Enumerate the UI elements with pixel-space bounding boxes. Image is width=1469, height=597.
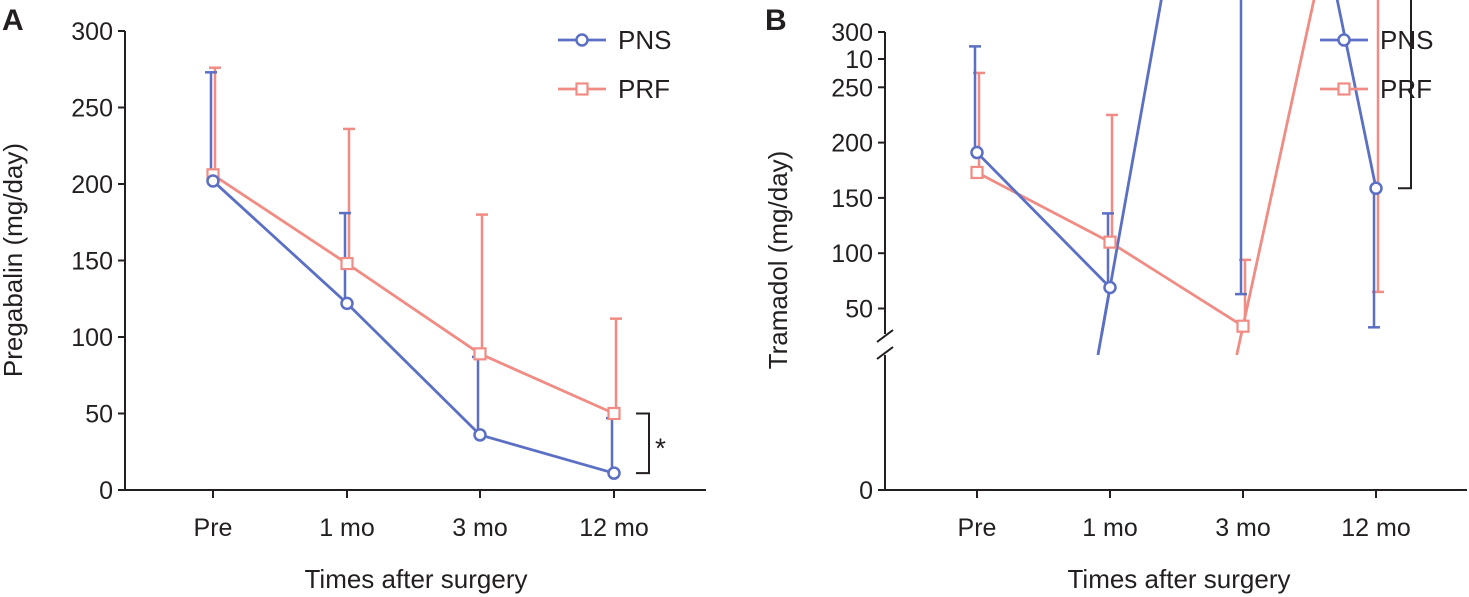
pb-legend-label-prf: PRF [1380, 74, 1432, 104]
pa-series-line-prf [479, 352, 615, 415]
pa-legend-label-prf: PRF [618, 74, 670, 104]
pa-x-tick-label: 12 mo [579, 514, 648, 542]
pa-significance-bracket [636, 412, 650, 475]
pb-significance-bracket [1398, 0, 1412, 190]
pb-x-tick-label: Pre [958, 514, 997, 542]
pa-series-line-prf [212, 173, 348, 265]
pa-point-pns [607, 466, 621, 480]
pa-legend-marker-prf [575, 82, 589, 96]
pa-point-prf [340, 256, 354, 271]
pb-y-tick-label: 100 [831, 240, 873, 268]
pb-y-tick-label: 150 [831, 185, 873, 213]
panel-b-y-axis-title: Tramadol (mg/day) [763, 151, 793, 370]
panel-a-x-axis-title: Times after surgery [305, 564, 528, 594]
pb-y-tick-label: 300 [831, 19, 873, 47]
pa-x-tick-label: Pre [194, 514, 233, 542]
panel-a-y-axis-title: Pregabalin (mg/day) [0, 143, 28, 377]
pb-y-tick-label: 200 [831, 130, 873, 158]
pb-y-tick-label: 50 [845, 296, 873, 324]
pa-y-tick-label: 50 [85, 401, 113, 429]
panel-a-plot: 0 50 100 150 200 250 300 Pre 1 mo 3 mo 12 mo PNS PRF… [71, 18, 706, 542]
pa-point-prf [473, 347, 487, 361]
pa-series-line-pns [346, 302, 481, 436]
pa-point-pns [473, 428, 487, 442]
pb-point-pns [1103, 280, 1117, 295]
pb-y-tick-label: 0 [859, 477, 873, 505]
pb-legend-marker-prf [1337, 82, 1351, 96]
panel-a-label: A [2, 4, 24, 37]
pa-series-line-pns [212, 179, 348, 305]
pa-x-tick-label: 3 mo [452, 514, 508, 542]
pb-axis-break-mark [876, 346, 894, 360]
pa-y-tick-label: 300 [71, 18, 113, 46]
pa-legend-label-pns: PNS [618, 25, 671, 55]
pa-y-tick-label: 100 [71, 324, 113, 352]
pb-y-tick-label: 250 [831, 74, 873, 102]
pa-series-line-pns [479, 433, 615, 475]
pa-legend-marker-pns [575, 33, 589, 47]
pb-legend-marker-pns [1337, 33, 1351, 47]
pb-series-line-pns [976, 151, 1111, 289]
pb-series-line-prf [976, 171, 1111, 244]
pb-x-tick-label: 1 mo [1082, 514, 1138, 542]
pb-point-pns [1369, 181, 1383, 196]
pb-series-line-prf [1109, 240, 1244, 328]
pb-series-line-prf [1235, 0, 1316, 356]
panel-b-label: B [765, 4, 787, 37]
pb-series-line-pns [1335, 0, 1378, 189]
pb-point-pns [970, 145, 984, 160]
panel-b-x-axis-title: Times after surgery [1068, 564, 1291, 594]
pa-y-tick-label: 0 [99, 477, 113, 505]
pa-point-pns [206, 174, 220, 188]
pa-y-tick-label: 200 [71, 171, 113, 199]
pa-significance-label: * [655, 432, 666, 463]
pa-point-prf [607, 406, 621, 421]
pa-y-tick-label: 150 [71, 248, 113, 276]
pb-y-tick-label: 10 [845, 46, 873, 74]
pa-series-line-prf [346, 262, 481, 355]
pb-x-tick-label: 12 mo [1341, 514, 1410, 542]
pb-point-prf [1236, 319, 1250, 333]
pa-x-tick-label: 1 mo [319, 514, 375, 542]
pa-point-pns [340, 296, 354, 311]
pa-y-tick-label: 250 [71, 95, 113, 123]
pb-series-line-pns [1096, 0, 1163, 356]
pb-axis-break-mark [876, 329, 894, 343]
pb-legend-label-pns: PNS [1380, 25, 1433, 55]
pb-x-tick-label: 3 mo [1215, 514, 1271, 542]
pb-point-prf [1103, 235, 1117, 249]
pb-point-prf [970, 165, 984, 180]
